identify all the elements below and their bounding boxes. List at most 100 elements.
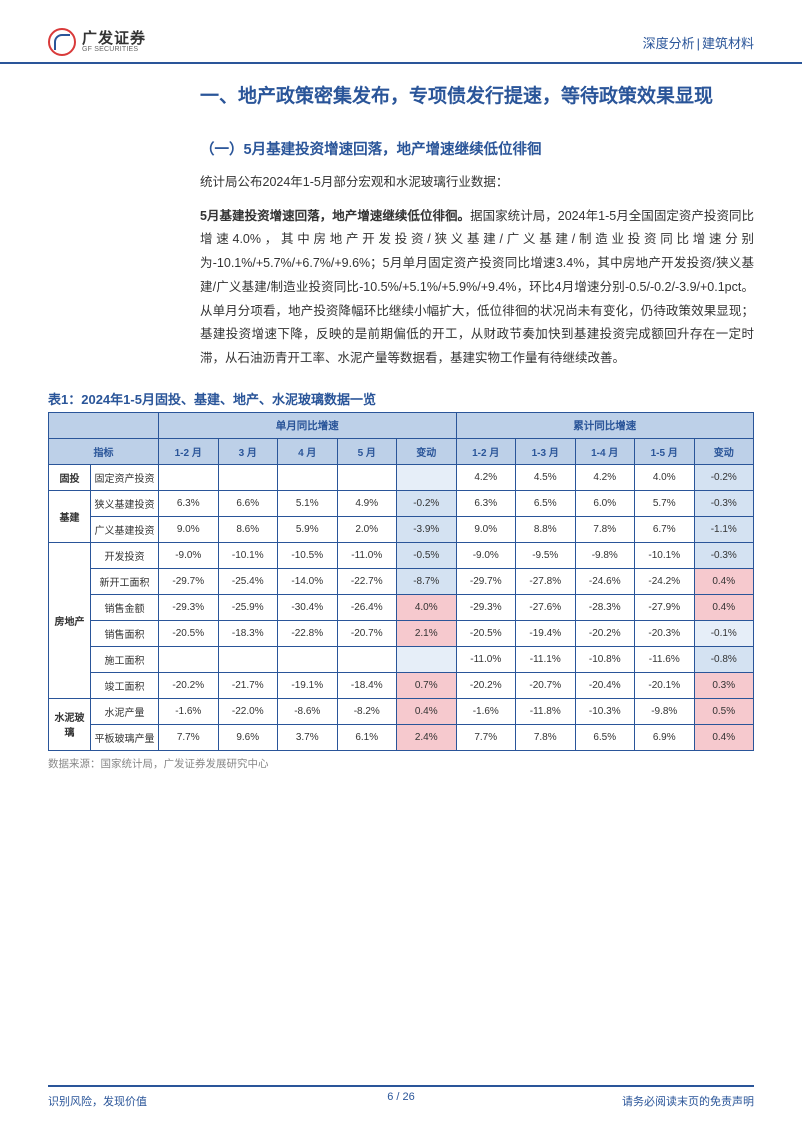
body-bold-lead: 5月基建投资增速回落，地产增速继续低位徘徊。 <box>200 209 470 223</box>
value-cell: 7.7% <box>456 724 516 750</box>
indicator-cell: 销售金额 <box>91 594 159 620</box>
value-cell: -21.7% <box>218 672 278 698</box>
category-cell: 房地产 <box>49 542 91 698</box>
value-cell <box>218 464 278 490</box>
change-cell: -0.2% <box>397 490 457 516</box>
value-cell: -20.2% <box>575 620 635 646</box>
col-c1: 1-2 月 <box>456 438 516 464</box>
value-cell: 4.0% <box>635 464 695 490</box>
change-cell: -0.8% <box>694 646 754 672</box>
value-cell <box>337 646 397 672</box>
value-cell: -20.2% <box>159 672 219 698</box>
value-cell: -22.0% <box>218 698 278 724</box>
indicator-cell: 平板玻璃产量 <box>91 724 159 750</box>
value-cell: 6.7% <box>635 516 695 542</box>
change-cell: -8.7% <box>397 568 457 594</box>
category-2: 建筑材料 <box>702 36 754 51</box>
change-cell: -0.2% <box>694 464 754 490</box>
table-section: 表1：2024年1-5月固投、基建、地产、水泥玻璃数据一览 单月同比增速 累计同… <box>0 381 802 771</box>
indicator-cell: 狭义基建投资 <box>91 490 159 516</box>
page-number: 6 / 26 <box>0 1091 802 1103</box>
value-cell: 8.8% <box>516 516 576 542</box>
value-cell: 2.0% <box>337 516 397 542</box>
value-cell: 4.2% <box>456 464 516 490</box>
table-row: 水泥玻璃水泥产量-1.6%-22.0%-8.6%-8.2%0.4%-1.6%-1… <box>49 698 754 724</box>
value-cell: -18.4% <box>337 672 397 698</box>
section-heading-2: （一）5月基建投资增速回落，地产增速继续低位徘徊 <box>200 138 754 159</box>
value-cell: 4.2% <box>575 464 635 490</box>
table-row: 销售金额-29.3%-25.9%-30.4%-26.4%4.0%-29.3%-2… <box>49 594 754 620</box>
table-subheader-row: 指标 1-2 月 3 月 4 月 5 月 变动 1-2 月 1-3 月 1-4 … <box>49 438 754 464</box>
value-cell: -10.1% <box>635 542 695 568</box>
value-cell: -25.4% <box>218 568 278 594</box>
value-cell: 5.7% <box>635 490 695 516</box>
value-cell: -14.0% <box>278 568 338 594</box>
value-cell: -29.3% <box>159 594 219 620</box>
value-cell: -26.4% <box>337 594 397 620</box>
value-cell <box>159 646 219 672</box>
table-row: 固投固定资产投资4.2%4.5%4.2%4.0%-0.2% <box>49 464 754 490</box>
indicator-cell: 销售面积 <box>91 620 159 646</box>
separator: | <box>697 36 700 51</box>
change-cell: 4.0% <box>397 594 457 620</box>
value-cell: -9.8% <box>635 698 695 724</box>
gf-logo-icon <box>48 28 76 56</box>
logo-en: GF SECURITIES <box>82 46 146 53</box>
value-cell: 8.6% <box>218 516 278 542</box>
value-cell: -18.3% <box>218 620 278 646</box>
value-cell: -9.0% <box>159 542 219 568</box>
value-cell: -1.6% <box>159 698 219 724</box>
value-cell: -20.3% <box>635 620 695 646</box>
value-cell: 9.0% <box>456 516 516 542</box>
body-text: 据国家统计局，2024年1-5月全国固定资产投资同比增速4.0%，其中房地产开发… <box>200 209 754 366</box>
blank-header <box>49 412 159 438</box>
value-cell: -11.6% <box>635 646 695 672</box>
value-cell: 9.6% <box>218 724 278 750</box>
change-cell: -0.1% <box>694 620 754 646</box>
body-paragraph: 5月基建投资增速回落，地产增速继续低位徘徊。据国家统计局，2024年1-5月全国… <box>200 205 754 371</box>
logo-text: 广发证券 GF SECURITIES <box>82 31 146 53</box>
value-cell: 6.0% <box>575 490 635 516</box>
value-cell: -20.7% <box>337 620 397 646</box>
value-cell: -11.8% <box>516 698 576 724</box>
col-m1: 1-2 月 <box>159 438 219 464</box>
header-category: 深度分析|建筑材料 <box>643 33 754 52</box>
value-cell: -24.6% <box>575 568 635 594</box>
change-cell <box>397 646 457 672</box>
data-table: 单月同比增速 累计同比增速 指标 1-2 月 3 月 4 月 5 月 变动 1-… <box>48 412 754 751</box>
table-row: 基建狭义基建投资6.3%6.6%5.1%4.9%-0.2%6.3%6.5%6.0… <box>49 490 754 516</box>
value-cell: -9.0% <box>456 542 516 568</box>
category-cell: 基建 <box>49 490 91 542</box>
col-m2: 3 月 <box>218 438 278 464</box>
table-body: 固投固定资产投资4.2%4.5%4.2%4.0%-0.2%基建狭义基建投资6.3… <box>49 464 754 750</box>
value-cell <box>337 464 397 490</box>
indicator-cell: 水泥产量 <box>91 698 159 724</box>
value-cell: -20.5% <box>456 620 516 646</box>
value-cell: 5.1% <box>278 490 338 516</box>
indicator-cell: 固定资产投资 <box>91 464 159 490</box>
change-cell: 0.4% <box>694 724 754 750</box>
table-title: 表1：2024年1-5月固投、基建、地产、水泥玻璃数据一览 <box>48 389 754 408</box>
value-cell: 5.9% <box>278 516 338 542</box>
category-1: 深度分析 <box>643 36 695 51</box>
logo: 广发证券 GF SECURITIES <box>48 28 146 56</box>
value-cell: -10.8% <box>575 646 635 672</box>
value-cell <box>159 464 219 490</box>
change-cell: 0.5% <box>694 698 754 724</box>
value-cell: -8.6% <box>278 698 338 724</box>
value-cell: 6.3% <box>159 490 219 516</box>
section-heading-1: 一、地产政策密集发布，专项债发行提速，等待政策效果显现 <box>200 76 754 118</box>
intro-paragraph: 统计局公布2024年1-5月部分宏观和水泥玻璃行业数据： <box>200 171 754 195</box>
group-header-cumulative: 累计同比增速 <box>456 412 754 438</box>
indicator-cell: 新开工面积 <box>91 568 159 594</box>
indicator-cell: 施工面积 <box>91 646 159 672</box>
change-cell <box>397 464 457 490</box>
value-cell: -20.5% <box>159 620 219 646</box>
value-cell: -29.7% <box>456 568 516 594</box>
value-cell: -27.8% <box>516 568 576 594</box>
value-cell: -24.2% <box>635 568 695 594</box>
value-cell: -22.7% <box>337 568 397 594</box>
change-cell: 2.1% <box>397 620 457 646</box>
value-cell: -22.8% <box>278 620 338 646</box>
value-cell: -25.9% <box>218 594 278 620</box>
